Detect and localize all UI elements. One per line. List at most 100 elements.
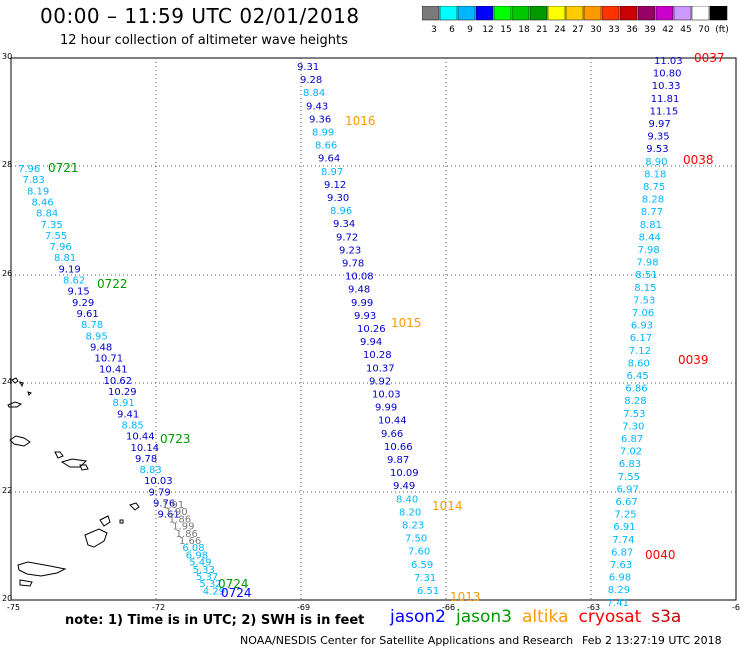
swh-value: 6.87 <box>611 547 633 558</box>
swh-value: 10.41 <box>99 365 128 376</box>
swh-value: 7.96 <box>50 242 72 253</box>
swh-value: 9.78 <box>135 454 157 465</box>
swh-value: 7.63 <box>610 560 632 571</box>
swh-value: 1.90 <box>165 507 187 518</box>
swh-value: 7.06 <box>632 308 654 319</box>
x-tick-label: -66 <box>442 603 455 612</box>
swh-value: 10.03 <box>144 476 173 487</box>
swh-value: 8.84 <box>36 209 58 220</box>
pass-label: 0039 <box>678 353 709 367</box>
y-tick-label: 26 <box>2 269 12 278</box>
swh-value: 8.15 <box>634 283 656 294</box>
swh-value: 11.15 <box>650 106 679 117</box>
swh-value: 7.98 <box>638 245 660 256</box>
swh-value: 9.19 <box>59 264 81 275</box>
swh-value: 8.62 <box>63 276 85 287</box>
map-title: 00:00 – 11:59 UTC 02/01/2018 <box>40 4 360 28</box>
swh-value: 8.90 <box>645 157 667 168</box>
swh-value: 7.83 <box>23 175 45 186</box>
swh-value: 6.98 <box>186 550 208 561</box>
swh-value: 9.41 <box>117 409 139 420</box>
swh-value: 1.86 <box>169 514 191 525</box>
swh-value: 9.48 <box>348 285 370 296</box>
swh-value: 10.37 <box>366 363 395 374</box>
swh-value: 10.71 <box>95 354 124 365</box>
swh-value: 8.84 <box>303 88 325 99</box>
swh-value: 8.51 <box>635 270 657 281</box>
legend-altika: altika <box>522 607 569 627</box>
swh-value: 9.43 <box>306 101 328 112</box>
colorbar-swatch <box>637 6 656 21</box>
swh-value: 7.31 <box>414 573 436 584</box>
swh-value: 1.66 <box>179 536 201 547</box>
swh-value: 6.51 <box>417 586 439 597</box>
swh-value: 8.95 <box>86 331 108 342</box>
swh-value: 11.81 <box>651 94 680 105</box>
swh-value: 8.23 <box>402 521 424 532</box>
swh-value: 8.40 <box>396 494 418 505</box>
pass-label: 1013 <box>450 590 481 604</box>
swh-value: 6.97 <box>617 484 639 495</box>
pass-label: 0040 <box>645 548 676 562</box>
y-tick-label: 30 <box>2 52 12 61</box>
swh-value: 9.29 <box>72 298 94 309</box>
map-grid <box>11 58 736 600</box>
colorbar-tick: 12 <box>482 25 493 35</box>
swh-value: 8.46 <box>32 197 54 208</box>
swh-value: 9.30 <box>327 193 349 204</box>
swh-value: 8.29 <box>608 585 630 596</box>
colorbar-tick: 42 <box>662 25 673 35</box>
swh-value: 6.91 <box>613 522 635 533</box>
swh-value: 9.99 <box>351 298 373 309</box>
swh-value: 7.02 <box>620 447 642 458</box>
swh-value: 8.91 <box>113 398 135 409</box>
swh-value: 7.55 <box>618 472 640 483</box>
swh-value: 6.87 <box>621 434 643 445</box>
swh-value: 8.97 <box>321 167 343 178</box>
colorbar-tick: 6 <box>449 25 455 35</box>
swh-value: 8.60 <box>628 358 650 369</box>
swh-value: 9.66 <box>381 429 403 440</box>
pass-label: 0037 <box>694 51 725 65</box>
swh-value: 1.99 <box>172 522 194 533</box>
swh-value: 9.93 <box>354 311 376 322</box>
swh-value: 8.28 <box>624 396 646 407</box>
swh-value: 6.17 <box>630 333 652 344</box>
x-tick-label: -63 <box>587 603 600 612</box>
colorbar-swatch <box>529 6 548 21</box>
swh-value: 10.33 <box>652 81 681 92</box>
map-subtitle: 12 hour collection of altimeter wave hei… <box>60 33 348 48</box>
swh-value: 8.78 <box>81 320 103 331</box>
note-text: note: 1) Time is in UTC; 2) SWH is in fe… <box>65 613 365 628</box>
colorbar-tick: 36 <box>626 25 638 35</box>
swh-value: 9.76 <box>153 499 175 510</box>
mission-legend: jason2 jason3 altika cryosat s3a <box>390 607 691 627</box>
colorbar-tick: 21 <box>536 25 547 35</box>
colorbar-tick: 18 <box>518 25 530 35</box>
colorbar-swatch <box>673 6 692 21</box>
swh-value: 9.49 <box>393 481 415 492</box>
swh-value: 7.41 <box>607 598 629 609</box>
swh-value: 8.83 <box>140 465 162 476</box>
swh-value: 9.31 <box>297 62 319 73</box>
swh-value: 10.66 <box>384 442 413 453</box>
swh-value: 9.34 <box>333 219 355 230</box>
swh-value: 10.14 <box>131 443 160 454</box>
swh-value: 5.32 <box>199 579 221 590</box>
y-tick-label: 20 <box>2 594 12 603</box>
swh-value: 9.64 <box>318 154 340 165</box>
legend-s3a: s3a <box>651 607 682 627</box>
swh-value: 10.62 <box>104 376 133 387</box>
pass-labels: 0037 0038 0039 0040 1016 1015 1014 1013 0721 0722… <box>48 51 725 604</box>
colorbar-tick: 27 <box>572 25 583 35</box>
colorbar-tick: 30 <box>590 25 602 35</box>
swh-value: 10.08 <box>345 272 374 283</box>
pass-label: 1016 <box>345 114 376 128</box>
colorbar-swatch <box>547 6 566 21</box>
swh-value: 8.19 <box>27 186 49 197</box>
swh-value: 5.37 <box>196 572 218 583</box>
swh-value: 9.92 <box>369 376 391 387</box>
swh-value: 9.94 <box>360 337 382 348</box>
legend-jason2: jason2 <box>390 607 446 627</box>
